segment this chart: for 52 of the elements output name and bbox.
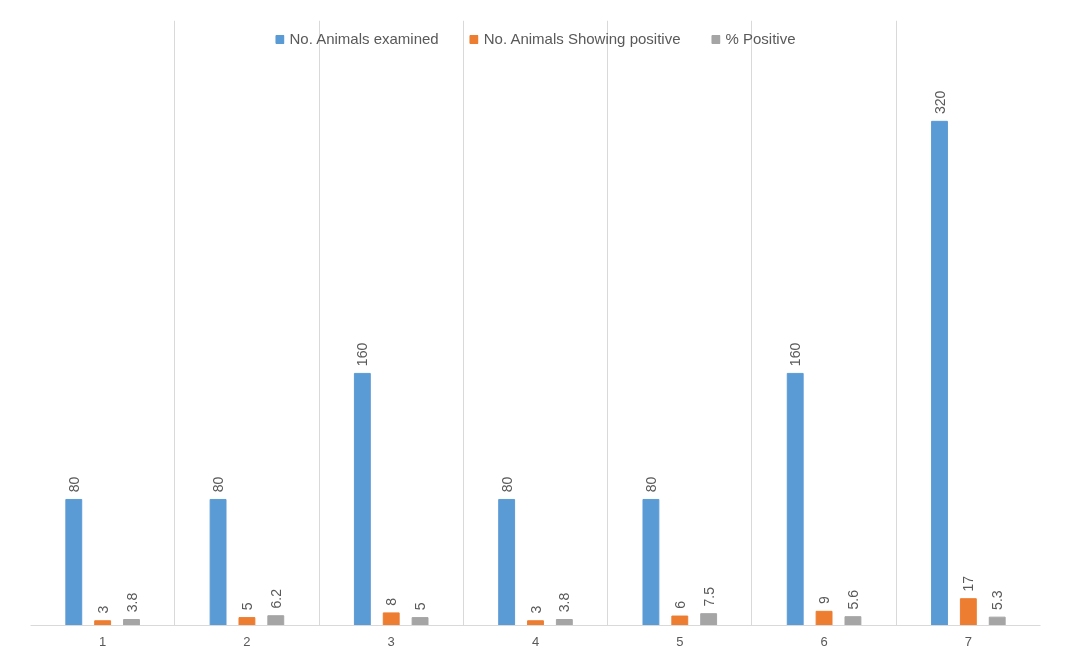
data-label: 6.2 [267,588,284,609]
bar [123,619,140,626]
legend-label: No. Animals examined [289,30,439,47]
data-label: 3.8 [123,592,140,613]
data-label: 5.6 [844,589,861,610]
x-tick-label: 5 [676,633,684,649]
x-tick-label: 1 [99,633,107,649]
bar [671,615,689,626]
bar [382,612,400,626]
bar [65,498,83,626]
data-label: 80 [65,476,82,493]
data-label: 9 [816,596,833,605]
data-label: 160 [354,342,371,367]
bar [959,598,977,626]
x-tick-label: 4 [531,633,540,649]
bar [238,617,256,626]
x-tick-label: 3 [387,633,395,649]
legend-label: No. Animals Showing positive [483,30,681,47]
bar [527,620,544,626]
bar [555,619,573,626]
bar [700,613,718,626]
data-label: 320 [931,90,948,115]
data-label: 80 [210,476,227,493]
data-label: 5 [412,602,429,611]
bar [988,616,1006,626]
bar [642,498,660,626]
x-tick-label: 7 [964,633,972,649]
data-label: 7.5 [700,586,717,607]
data-label: 80 [498,476,515,493]
data-label: 6 [671,600,688,609]
bar [411,617,429,626]
bar [931,120,948,626]
bar [844,616,862,626]
data-label: 3.8 [556,592,573,613]
bar [209,498,227,626]
data-label: 8 [383,597,400,606]
bar [815,610,833,626]
data-label: 17 [960,575,977,592]
data-label: 5.3 [989,590,1006,610]
x-tick-label: 6 [820,633,828,649]
data-label: 80 [642,476,659,493]
bar [498,498,516,626]
bar [786,372,804,626]
data-label: 5 [238,602,255,611]
x-tick-label: 2 [243,633,251,649]
data-label: 3 [94,605,111,614]
bar [353,372,371,626]
bar [94,620,112,626]
legend-label: % Positive [725,30,796,47]
data-label: 160 [787,342,804,367]
bar [267,615,285,626]
data-label: 3 [527,605,544,614]
